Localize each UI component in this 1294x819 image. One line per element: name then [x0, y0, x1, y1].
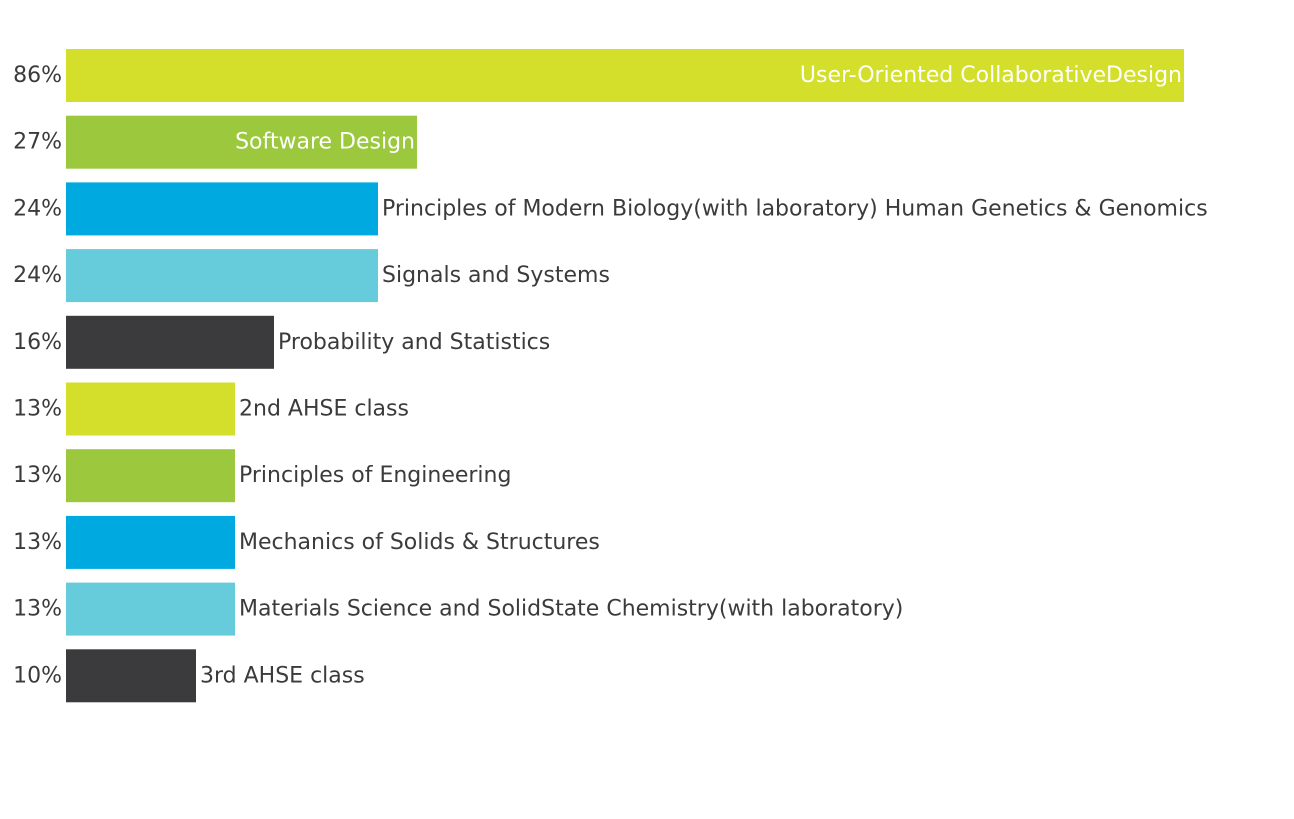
category-label: Mechanics of Solids & Structures [239, 530, 600, 555]
value-label: 13% [13, 597, 62, 622]
bar [66, 582, 235, 636]
value-label: 24% [13, 263, 62, 288]
category-label: Signals and Systems [382, 263, 610, 288]
value-label: 16% [13, 330, 62, 355]
category-label: User-Oriented CollaborativeDesign [800, 63, 1182, 88]
bar [66, 449, 235, 503]
bar [66, 315, 274, 369]
bar [66, 649, 196, 703]
bar [66, 515, 235, 569]
category-label: 2nd AHSE class [239, 397, 409, 422]
bar [66, 382, 235, 436]
category-label: Probability and Statistics [278, 330, 550, 355]
category-label: 3rd AHSE class [200, 663, 365, 688]
value-label: 24% [13, 196, 62, 221]
category-label: Materials Science and SolidState Chemist… [239, 597, 903, 622]
value-label: 13% [13, 530, 62, 555]
bar [66, 182, 378, 236]
value-label: 13% [13, 463, 62, 488]
category-label: Software Design [235, 130, 415, 155]
bar [66, 49, 1184, 102]
value-label: 27% [13, 130, 62, 155]
value-label: 13% [13, 397, 62, 422]
category-label: Principles of Engineering [239, 463, 511, 488]
value-label: 10% [13, 663, 62, 688]
bar [66, 115, 417, 169]
value-label: 86% [13, 63, 62, 88]
category-label: Principles of Modern Biology(with labora… [382, 196, 1208, 221]
bar [66, 249, 378, 303]
